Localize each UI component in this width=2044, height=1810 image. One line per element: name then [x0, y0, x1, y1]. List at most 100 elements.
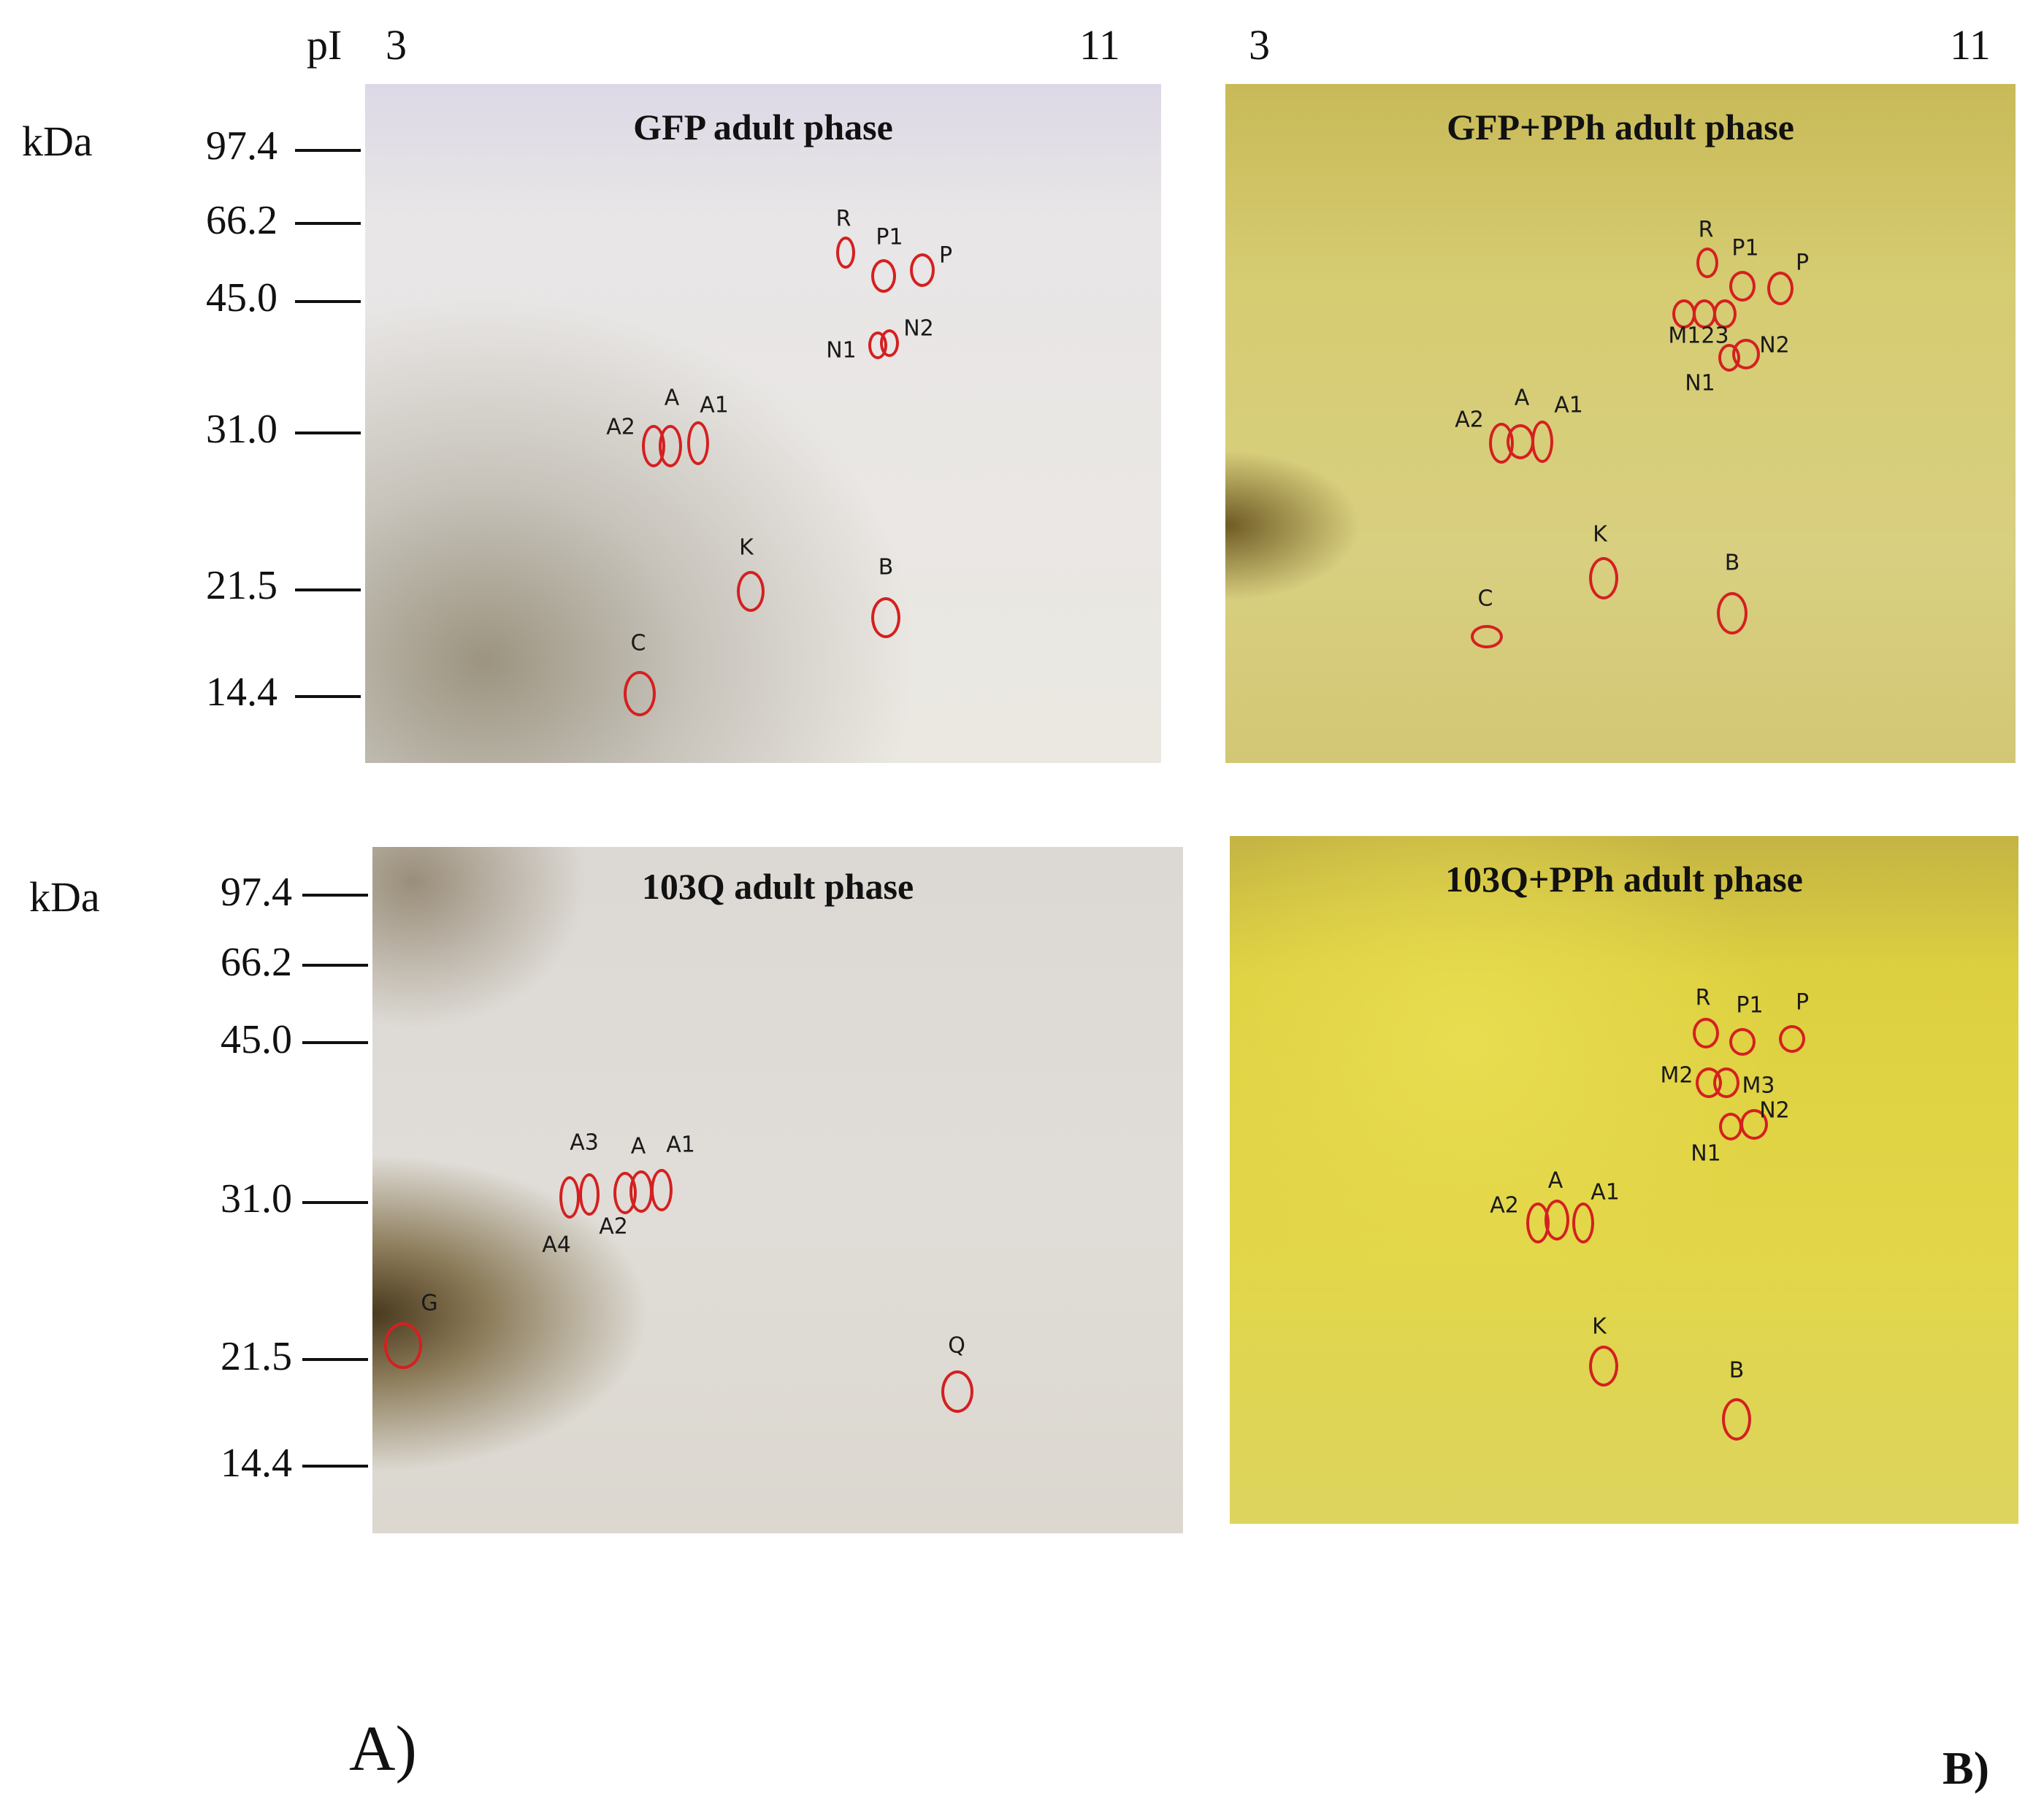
panel-label-a: A) [349, 1714, 417, 1784]
spot-marker [836, 237, 855, 269]
spot-marker [1740, 1109, 1768, 1140]
spot-label: B [878, 554, 894, 580]
pi-axis-label: pI [307, 21, 342, 69]
spot-marker [880, 329, 899, 357]
mw-tick [295, 695, 361, 698]
spot-marker [687, 421, 709, 465]
spot-marker [1507, 424, 1534, 459]
spot-marker [651, 1169, 673, 1211]
spot-label: A [664, 385, 680, 411]
spot-label: K [1593, 521, 1607, 548]
spot-marker [737, 571, 765, 612]
mw-marker-top: 14.4 [206, 670, 277, 715]
pi-min-label-right: 3 [1249, 21, 1270, 69]
mw-tick [302, 1041, 368, 1044]
spot-label: R [1695, 985, 1711, 1011]
spot-label: P1 [1731, 235, 1759, 261]
spot-marker [1696, 248, 1718, 278]
spot-marker [659, 425, 682, 467]
spot-marker [1531, 421, 1553, 463]
spot-label: M3 [1742, 1073, 1775, 1099]
mw-tick [302, 894, 368, 897]
gel-gfp-pph: GFP+PPh adult phase R P1 P M123 N1 N2 A … [1225, 84, 2016, 763]
kda-label-top: kDa [22, 118, 93, 165]
spot-label: A1 [1591, 1179, 1620, 1205]
spot-label: A [1514, 385, 1530, 411]
mw-tick [295, 149, 361, 152]
spot-label: A3 [570, 1130, 599, 1156]
spot-marker [871, 259, 896, 293]
spot-label: B [1729, 1357, 1745, 1384]
spot-marker [1732, 339, 1760, 369]
mw-marker-top: 21.5 [206, 563, 277, 608]
mw-marker-top: 31.0 [206, 407, 277, 452]
mw-tick [302, 1201, 368, 1204]
spot-label: A [630, 1133, 646, 1159]
mw-marker-bottom: 21.5 [221, 1334, 292, 1379]
spot-label: A [1547, 1167, 1563, 1194]
spot-label: A1 [1554, 392, 1583, 418]
spot-marker [1693, 1018, 1719, 1048]
spot-label: N2 [1759, 332, 1790, 358]
spot-marker [624, 671, 656, 716]
mw-marker-bottom: 97.4 [221, 870, 292, 915]
spot-label: Q [948, 1332, 965, 1359]
spot-label: R [835, 206, 851, 232]
spot-marker [1572, 1203, 1594, 1243]
mw-tick [295, 222, 361, 225]
spot-marker [1722, 1398, 1751, 1441]
spot-label: A2 [599, 1213, 628, 1240]
spot-marker [910, 253, 935, 287]
gel-title: 103Q adult phase [641, 866, 914, 907]
gel-title: GFP+PPh adult phase [1447, 107, 1794, 147]
mw-marker-bottom: 14.4 [221, 1441, 292, 1486]
spot-marker [579, 1173, 600, 1216]
spot-label: N1 [1685, 370, 1715, 396]
spot-marker [871, 597, 900, 638]
mw-tick [302, 1465, 368, 1468]
spot-label: K [739, 534, 754, 561]
spot-label: M123 [1668, 323, 1729, 349]
mw-marker-bottom: 66.2 [221, 940, 292, 985]
spot-marker [1729, 271, 1756, 302]
spot-marker [1589, 557, 1618, 599]
spot-label: A1 [666, 1132, 695, 1158]
mw-tick [295, 432, 361, 434]
spot-label: P1 [876, 224, 903, 250]
spot-label: P1 [1736, 992, 1764, 1019]
spot-label: R [1698, 217, 1714, 243]
spot-marker [941, 1370, 973, 1413]
panel-label-b: B) [1942, 1742, 1989, 1794]
spot-label: A2 [606, 414, 635, 440]
spot-label: C [630, 630, 646, 656]
spot-marker [629, 1170, 653, 1213]
spot-label: M2 [1660, 1062, 1693, 1089]
spot-label: P [938, 242, 953, 269]
mw-tick [295, 300, 361, 303]
mw-marker-top: 97.4 [206, 123, 277, 169]
mw-tick [302, 1358, 368, 1361]
spot-marker [1545, 1200, 1569, 1240]
spot-label: A4 [542, 1232, 571, 1258]
spot-label: G [421, 1290, 438, 1316]
spot-marker [1713, 299, 1737, 329]
gel-title: GFP adult phase [633, 107, 893, 147]
mw-marker-top: 66.2 [206, 198, 277, 243]
spot-label: N1 [826, 337, 857, 364]
spot-label: N1 [1691, 1140, 1721, 1167]
spot-marker [1717, 592, 1748, 634]
spot-marker [1779, 1025, 1805, 1053]
spot-marker [1719, 1113, 1742, 1140]
spot-label: P [1795, 989, 1810, 1016]
spot-label: K [1592, 1314, 1607, 1340]
spot-marker [1713, 1067, 1739, 1098]
mw-marker-bottom: 31.0 [221, 1176, 292, 1222]
mw-tick [302, 964, 368, 967]
spot-label: C [1477, 586, 1493, 612]
spot-label: N2 [1759, 1097, 1790, 1124]
gel-103q-pph: 103Q+PPh adult phase R P1 P M2 M3 N1 N2 … [1230, 836, 2018, 1524]
spot-marker [384, 1322, 422, 1369]
spot-label: A2 [1455, 407, 1484, 433]
gel-103q: 103Q adult phase A3 A A1 A4 A2 G Q [372, 847, 1183, 1533]
spot-marker [1729, 1028, 1756, 1056]
